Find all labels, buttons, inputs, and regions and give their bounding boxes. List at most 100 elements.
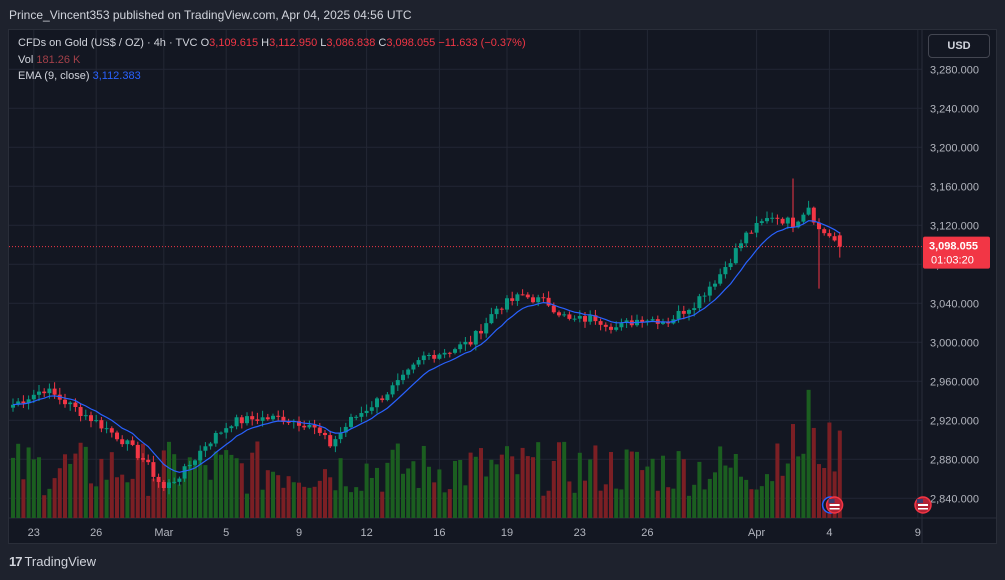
candle-body [26, 399, 31, 404]
candle-body [780, 218, 785, 224]
candle-body [224, 428, 229, 433]
volume-bar [603, 484, 608, 518]
candle-body [187, 464, 192, 467]
volume-bar [692, 484, 697, 518]
volume-bar [650, 458, 655, 518]
volume-bar [57, 468, 62, 518]
candle-body [572, 318, 577, 320]
volume-bar [343, 486, 348, 518]
volume-bar [744, 479, 749, 518]
candle-body [427, 354, 431, 356]
volume-bar [156, 478, 161, 518]
volume-bar [728, 467, 733, 518]
candle-body [624, 320, 629, 323]
candle-body [161, 481, 166, 489]
volume-bar [297, 482, 301, 518]
volume-bar [302, 486, 307, 518]
volume-bar [276, 475, 281, 518]
volume-bar [447, 489, 452, 518]
candle-body [681, 310, 686, 314]
candle-body [754, 223, 759, 233]
volume-bar [536, 442, 541, 518]
price-chart[interactable]: 2,840.000 2,880.000 2,920.000 2,960.000 3,00… [9, 30, 996, 543]
candle-body [822, 229, 827, 234]
candle-body [104, 428, 109, 430]
candle-body [271, 415, 275, 420]
candle-body [811, 207, 816, 223]
candle-body [395, 380, 400, 386]
candle-body [401, 374, 405, 381]
volume-bar [458, 459, 463, 518]
volume-bar [687, 495, 691, 518]
volume-bar [11, 457, 15, 518]
legend-ema-value: 3,112.383 [92, 70, 141, 82]
candle-body [406, 369, 411, 375]
candle-body [432, 354, 437, 359]
candle-body [349, 416, 353, 427]
candle-body [494, 308, 499, 315]
legend-ema-label[interactable]: EMA (9, close) [18, 70, 90, 82]
candle-body [609, 326, 613, 330]
volume-bar [193, 465, 197, 518]
time-axis-label: 9 [296, 527, 302, 539]
candle-body [328, 435, 333, 447]
candle-body [239, 417, 244, 424]
time-axis-label: 12 [360, 527, 372, 539]
published-text: Prince_Vincent353 published on TradingVi… [9, 8, 412, 22]
candle-body [707, 286, 712, 296]
candle-body [531, 297, 535, 303]
volume-bar [437, 469, 442, 518]
candle-body [785, 217, 790, 224]
volume-bar [182, 477, 187, 518]
candle-body [676, 310, 681, 320]
volume-bar [614, 488, 619, 518]
candle-body [255, 419, 260, 421]
volume-bar [681, 459, 686, 518]
volume-bar [593, 445, 598, 518]
volume-bar [832, 471, 837, 518]
candle-body [718, 274, 723, 284]
chart-panel[interactable]: 2,840.000 2,880.000 2,920.000 2,960.000 3,00… [8, 29, 997, 544]
volume-bar [463, 485, 468, 518]
volume-bar [806, 389, 811, 518]
volume-bar [707, 478, 712, 518]
volume-bar [63, 454, 67, 518]
candle-body [484, 323, 489, 334]
price-axis-label: 3,280.000 [930, 64, 979, 76]
volume-bar [151, 478, 156, 518]
candle-body [640, 319, 645, 323]
candle-body [442, 352, 447, 355]
volume-bar [333, 490, 338, 518]
candle-body [47, 388, 52, 394]
volume-bar [16, 443, 21, 518]
volume-bar [421, 445, 426, 518]
time-axis-label: 26 [90, 527, 102, 539]
volume-bar [494, 464, 499, 518]
candle-body [728, 263, 733, 268]
volume-bar [239, 463, 244, 518]
candle-body [551, 305, 556, 313]
volume-bar [115, 477, 119, 518]
candle-body [775, 217, 780, 219]
tradingview-logo[interactable]: 17 TradingView [9, 554, 96, 569]
volume-bar [89, 483, 93, 518]
candle-body [135, 444, 140, 459]
legend-vol-label[interactable]: Vol [18, 53, 34, 66]
volume-bar [380, 491, 385, 518]
candle-body [63, 399, 67, 405]
volume-bar [260, 489, 265, 518]
volume-bar [416, 487, 421, 518]
candle-body [749, 232, 754, 234]
legend-symbol[interactable]: CFDs on Gold (US$ / OZ) · 4h · TVC [18, 37, 198, 49]
candle-body [31, 394, 36, 400]
candle-body [229, 426, 234, 429]
volume-bar [219, 454, 223, 518]
volume-bar [484, 476, 489, 518]
volume-bar [754, 489, 759, 518]
volume-bar [229, 454, 234, 518]
candle-body [770, 217, 775, 219]
currency-button[interactable]: USD [928, 34, 990, 58]
tradingview-brand: TradingView [24, 554, 97, 569]
legend-open-label: O [200, 37, 210, 49]
candle-body [536, 297, 541, 303]
